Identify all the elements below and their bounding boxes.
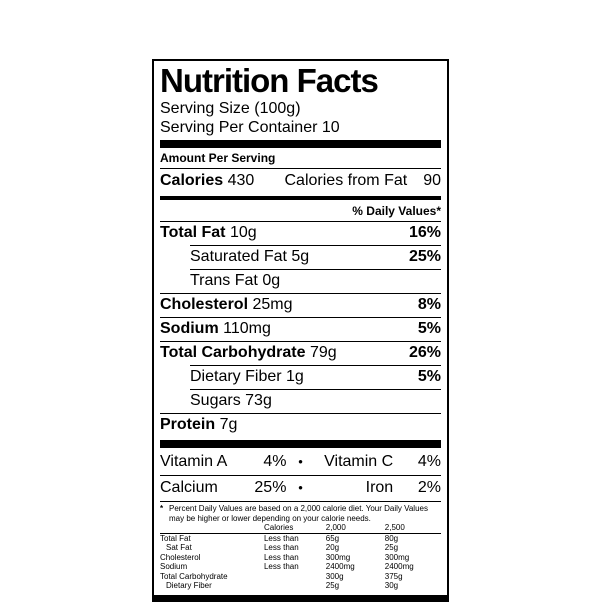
vitamin-a-label: Vitamin A: [160, 453, 228, 470]
nutrient-row-total-carbohydrate: Total Carbohydrate 79g 26%: [160, 341, 441, 365]
iron-value: 2%: [417, 479, 441, 496]
label-title: Nutrition Facts: [160, 62, 379, 99]
nutrient-dv: 26%: [408, 344, 441, 361]
nutrient-row-total-fat: Total Fat 10g 16%: [160, 221, 441, 245]
nutrient-row-sugars: Sugars 73g: [190, 389, 441, 413]
calories-value: 430: [227, 172, 255, 189]
vitamin-c-label: Vitamin C: [324, 453, 394, 470]
nutrition-facts-label: Nutrition Facts Serving Size (100g) Serv…: [152, 59, 449, 602]
nutrient-name-amount: Protein 7g: [160, 416, 238, 433]
calcium-value: 25%: [254, 479, 287, 496]
daily-values-header: % Daily Values*: [352, 204, 441, 218]
header-2000: 2,000: [325, 523, 346, 532]
nutrient-name-amount: Total Fat 10g: [160, 224, 257, 241]
reference-row-dietary-fiber: Dietary Fiber 25g 30g: [166, 581, 399, 590]
footnote-text: Percent Daily Values are based on a 2,00…: [169, 504, 428, 523]
servings-per-container: Serving Per Container 10: [160, 119, 340, 136]
nutrient-row-cholesterol: Cholesterol 25mg 8%: [160, 293, 441, 317]
nutrient-name-amount: Trans Fat 0g: [190, 272, 281, 289]
vitamin-c-value: 4%: [417, 453, 441, 470]
nutrient-row-saturated-fat: Saturated Fat 5g 25%: [190, 245, 441, 269]
nutrient-dv: 5%: [417, 320, 441, 337]
nutrient-dv: 16%: [408, 224, 441, 241]
nutrient-row-trans-fat: Trans Fat 0g: [190, 269, 441, 293]
reference-row-cholesterol: Cholesterol Less than 300mg 300mg: [160, 552, 410, 562]
bullet-separator-icon: •: [298, 480, 303, 495]
calories-from-fat-label: Calories from Fat: [284, 172, 408, 189]
nutrient-dv: 25%: [408, 248, 441, 265]
reference-row-total-fat: Total Fat Less than 65g 80g: [160, 533, 399, 543]
header-calories: Calories: [263, 523, 294, 532]
calories-from-fat-value: 90: [423, 172, 441, 189]
vitamin-a-value: 4%: [263, 453, 287, 470]
divider-bar-top: [160, 140, 441, 148]
amount-per-serving-heading: Amount Per Serving: [160, 151, 276, 165]
nutrient-name-amount: Saturated Fat 5g: [190, 248, 310, 265]
nutrient-name-amount: Sodium 110mg: [160, 320, 271, 337]
reference-row-sat-fat: Sat Fat Less than 20g 25g: [166, 543, 399, 552]
calories-label: Calories: [160, 172, 224, 189]
vitamin-row-calcium-iron: Calcium 25% • Iron 2%: [160, 475, 441, 501]
divider-bar-bottom: [154, 594, 447, 600]
serving-size: Serving Size (100g): [160, 100, 301, 117]
calories-row: Calories 430 Calories from Fat 90: [160, 168, 441, 194]
nutrient-dv: 8%: [417, 296, 441, 313]
calories-left: Calories 430: [160, 171, 254, 191]
footnote-asterisk: *: [160, 504, 164, 513]
nutrient-name-amount: Total Carbohydrate 79g: [160, 344, 337, 361]
iron-label: Iron: [365, 479, 394, 496]
reference-table-header: Calories 2,000 2,500: [160, 523, 441, 534]
daily-values-footnote: * Percent Daily Values are based on a 2,…: [160, 501, 441, 523]
divider-bar-protein: [160, 440, 441, 448]
vitamin-row-a-c: Vitamin A 4% • Vitamin C 4%: [160, 450, 441, 475]
nutrient-dv: 5%: [417, 368, 441, 385]
nutrient-name-amount: Cholesterol 25mg: [160, 296, 293, 313]
nutrient-row-dietary-fiber: Dietary Fiber 1g 5%: [190, 365, 441, 389]
header-spacer: [160, 523, 264, 533]
calories-from-fat: Calories from Fat 90: [285, 171, 442, 191]
divider-bar-calories: [160, 196, 441, 200]
nutrient-row-protein: Protein 7g: [160, 413, 441, 437]
reference-row-sodium: Sodium Less than 2400mg 2400mg: [160, 562, 414, 571]
header-2500: 2,500: [384, 523, 405, 532]
bullet-separator-icon: •: [298, 454, 303, 469]
reference-values-table: Calories 2,000 2,500 Total Fat Less than…: [160, 523, 441, 593]
calcium-label: Calcium: [160, 479, 218, 496]
nutrient-name-amount: Dietary Fiber 1g: [190, 368, 304, 385]
reference-row-total-carbohydrate: Total Carbohydrate 300g 375g: [160, 571, 403, 581]
nutrient-row-sodium: Sodium 110mg 5%: [160, 317, 441, 341]
nutrient-name-amount: Sugars 73g: [190, 392, 272, 409]
